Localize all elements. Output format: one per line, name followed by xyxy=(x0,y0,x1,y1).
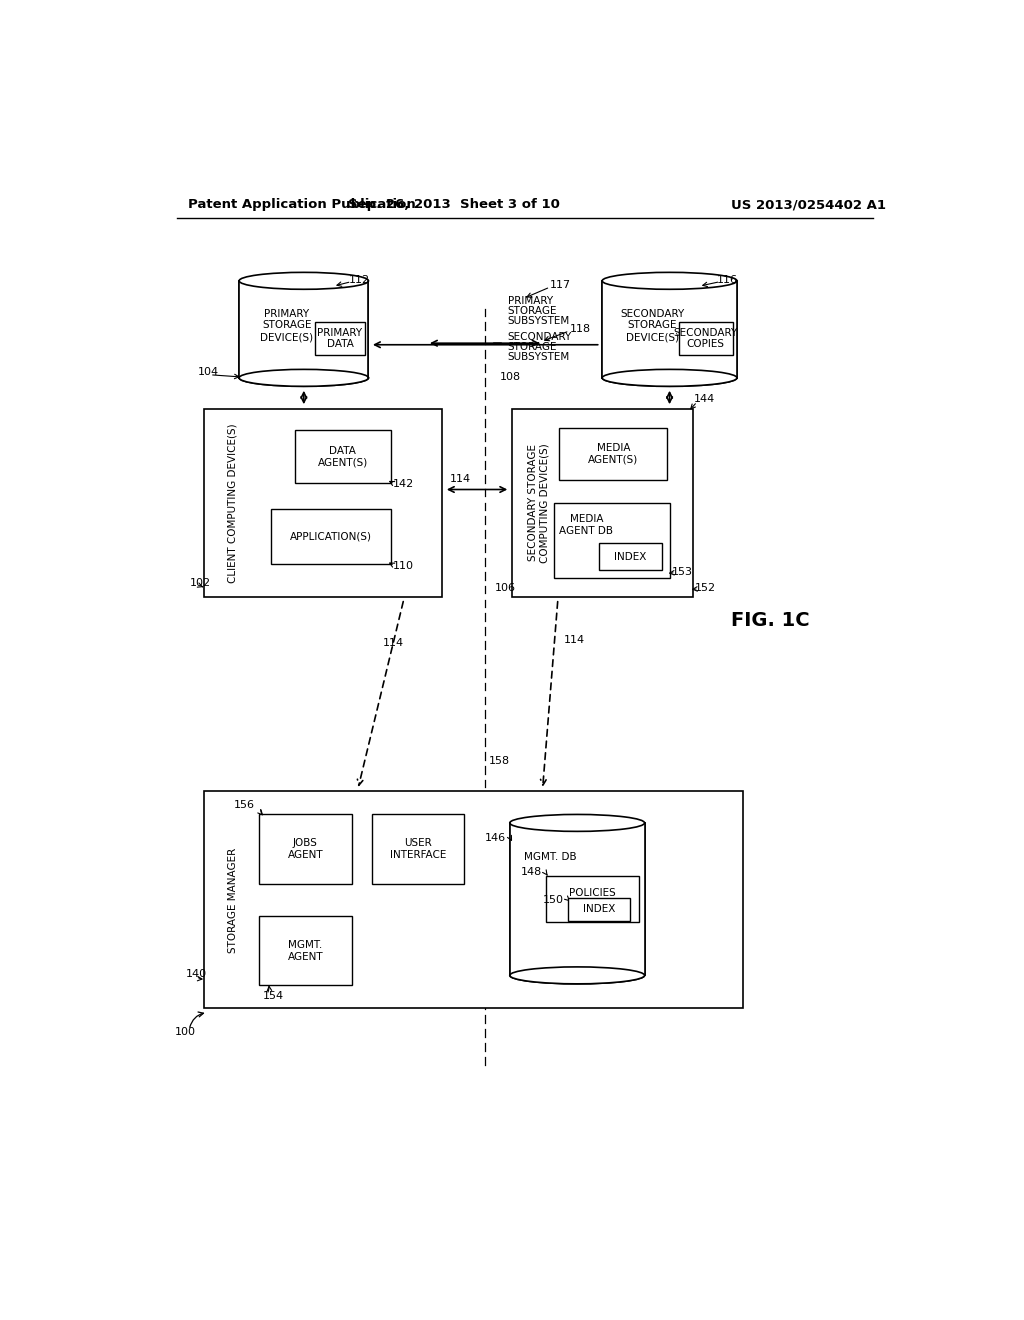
Bar xyxy=(512,409,692,597)
Text: 114: 114 xyxy=(564,635,585,644)
Bar xyxy=(259,814,351,884)
Text: US 2013/0254402 A1: US 2013/0254402 A1 xyxy=(731,198,886,211)
Bar xyxy=(602,281,737,378)
Text: SUBSYSTEM: SUBSYSTEM xyxy=(508,315,570,326)
Ellipse shape xyxy=(602,370,737,387)
Text: 140: 140 xyxy=(186,969,207,979)
Text: CLIENT COMPUTING DEVICE(S): CLIENT COMPUTING DEVICE(S) xyxy=(228,424,238,583)
Bar xyxy=(568,898,630,921)
Text: Patent Application Publication: Patent Application Publication xyxy=(188,198,416,211)
Text: 112: 112 xyxy=(348,275,370,285)
Bar xyxy=(295,430,391,483)
Text: POLICIES: POLICIES xyxy=(569,888,615,898)
Text: 154: 154 xyxy=(263,991,284,1001)
Bar xyxy=(204,792,742,1008)
Text: INDEX: INDEX xyxy=(583,904,614,915)
Text: SUBSYSTEM: SUBSYSTEM xyxy=(508,352,570,362)
Text: 114: 114 xyxy=(382,639,403,648)
Bar xyxy=(547,876,639,923)
Text: 100: 100 xyxy=(175,1027,197,1036)
Text: 152: 152 xyxy=(695,583,716,593)
Bar xyxy=(554,503,670,578)
Text: MGMT.
AGENT: MGMT. AGENT xyxy=(288,940,324,961)
Text: MGMT. DB: MGMT. DB xyxy=(524,851,577,862)
Text: 116: 116 xyxy=(717,275,738,285)
Ellipse shape xyxy=(510,966,644,983)
Ellipse shape xyxy=(510,966,644,983)
Bar xyxy=(559,428,668,480)
Text: STORAGE MANAGER: STORAGE MANAGER xyxy=(228,847,238,953)
Text: SECONDARY
STORAGE
DEVICE(S): SECONDARY STORAGE DEVICE(S) xyxy=(621,309,685,342)
Text: FIG. 1C: FIG. 1C xyxy=(731,611,810,630)
Text: MEDIA
AGENT(S): MEDIA AGENT(S) xyxy=(588,444,639,465)
Bar xyxy=(372,814,464,884)
Text: SECONDARY
COPIES: SECONDARY COPIES xyxy=(674,327,738,350)
Text: 144: 144 xyxy=(694,395,716,404)
Bar xyxy=(510,822,644,975)
Text: PRIMARY
DATA: PRIMARY DATA xyxy=(317,327,362,350)
Text: 108: 108 xyxy=(500,372,521,381)
Bar xyxy=(204,409,442,597)
Ellipse shape xyxy=(602,272,737,289)
Bar xyxy=(240,281,369,378)
Text: SECONDARY: SECONDARY xyxy=(508,333,572,342)
Text: DATA
AGENT(S): DATA AGENT(S) xyxy=(317,446,368,467)
Ellipse shape xyxy=(240,272,369,289)
Text: 106: 106 xyxy=(495,583,516,593)
Text: 153: 153 xyxy=(672,566,693,577)
Text: 118: 118 xyxy=(569,325,591,334)
Text: 148: 148 xyxy=(521,867,543,878)
Text: USER
INTERFACE: USER INTERFACE xyxy=(389,838,446,859)
Ellipse shape xyxy=(240,370,369,387)
Text: INDEX: INDEX xyxy=(614,552,646,562)
Ellipse shape xyxy=(240,370,369,387)
Bar xyxy=(259,916,351,985)
Text: 114: 114 xyxy=(451,474,471,484)
Text: APPLICATION(S): APPLICATION(S) xyxy=(290,532,372,541)
Bar xyxy=(315,322,366,355)
Text: 158: 158 xyxy=(488,755,510,766)
Text: Sep. 26, 2013  Sheet 3 of 10: Sep. 26, 2013 Sheet 3 of 10 xyxy=(348,198,560,211)
Text: PRIMARY: PRIMARY xyxy=(508,296,553,306)
Text: 150: 150 xyxy=(543,895,564,906)
Text: 142: 142 xyxy=(392,479,414,490)
Bar xyxy=(271,508,391,564)
Text: STORAGE: STORAGE xyxy=(508,342,557,352)
Ellipse shape xyxy=(510,814,644,832)
Text: 117: 117 xyxy=(550,280,571,290)
Text: 110: 110 xyxy=(392,561,414,570)
Text: 104: 104 xyxy=(199,367,219,378)
Text: SECONDARY STORAGE
COMPUTING DEVICE(S): SECONDARY STORAGE COMPUTING DEVICE(S) xyxy=(527,444,550,562)
Bar xyxy=(599,544,662,570)
Text: 156: 156 xyxy=(234,800,255,810)
Text: STORAGE: STORAGE xyxy=(508,306,557,315)
Text: PRIMARY
STORAGE
DEVICE(S): PRIMARY STORAGE DEVICE(S) xyxy=(260,309,313,342)
Bar xyxy=(679,322,733,355)
Text: 146: 146 xyxy=(484,833,506,842)
Text: MEDIA
AGENT DB: MEDIA AGENT DB xyxy=(559,513,613,536)
Ellipse shape xyxy=(602,370,737,387)
Text: 102: 102 xyxy=(189,578,211,589)
Text: JOBS
AGENT: JOBS AGENT xyxy=(288,838,324,859)
